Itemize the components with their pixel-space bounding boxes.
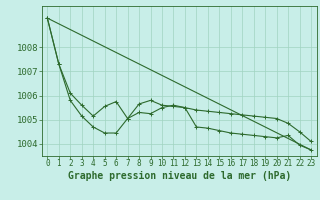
X-axis label: Graphe pression niveau de la mer (hPa): Graphe pression niveau de la mer (hPa) (68, 171, 291, 181)
